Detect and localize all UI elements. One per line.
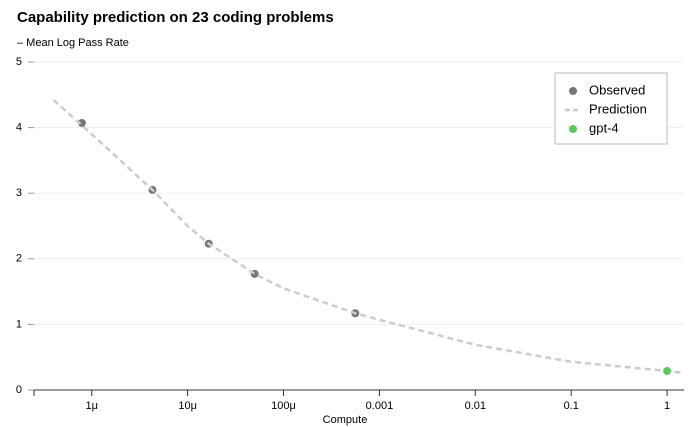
data-point xyxy=(663,366,672,375)
x-tick-label: 0.1 xyxy=(564,400,579,412)
x-tick-label: 10μ xyxy=(178,400,197,412)
x-tick-label: 0.001 xyxy=(366,400,394,412)
x-axis-label: Compute xyxy=(323,414,368,426)
y-tick-label: 0 xyxy=(16,384,22,396)
x-tick-label: 1μ xyxy=(86,400,98,412)
y-tick-label: 2 xyxy=(16,253,22,265)
x-tick-label: 1 xyxy=(664,400,670,412)
x-tick-label: 0.01 xyxy=(465,400,486,412)
y-tick-label: 5 xyxy=(16,56,22,68)
legend-label: Observed xyxy=(589,82,645,97)
legend-swatch xyxy=(569,87,577,95)
chart-subtitle: – Mean Log Pass Rate xyxy=(17,37,129,49)
prediction-line xyxy=(52,99,685,375)
x-tick-label: 100μ xyxy=(271,400,296,412)
y-tick-label: 4 xyxy=(16,122,22,134)
legend-label: Prediction xyxy=(589,101,647,116)
y-tick-label: 3 xyxy=(16,187,22,199)
legend-swatch xyxy=(569,125,577,133)
y-tick-label: 1 xyxy=(16,318,22,330)
data-point xyxy=(77,119,86,128)
legend-label: gpt-4 xyxy=(589,120,619,135)
chart-title: Capability prediction on 23 coding probl… xyxy=(17,9,334,26)
